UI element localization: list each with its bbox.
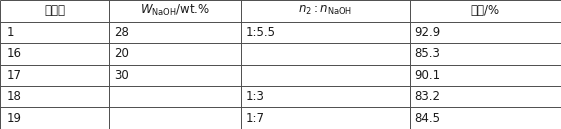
Text: 28: 28 [114,26,129,39]
Text: $W_{\mathregular{NaOH}}$/wt.%: $W_{\mathregular{NaOH}}$/wt.% [140,3,210,18]
Text: 85.3: 85.3 [414,47,440,60]
Text: 1:3: 1:3 [246,90,265,103]
Text: 1: 1 [7,26,14,39]
Text: 收率/%: 收率/% [471,4,500,17]
Text: 1:7: 1:7 [246,112,265,125]
Text: 90.1: 90.1 [414,69,440,82]
Text: 20: 20 [114,47,129,60]
Text: 84.5: 84.5 [414,112,440,125]
Text: 17: 17 [7,69,22,82]
Text: 30: 30 [114,69,128,82]
Text: 92.9: 92.9 [414,26,440,39]
Text: 实施例: 实施例 [44,4,65,17]
Text: 1:5.5: 1:5.5 [246,26,275,39]
Text: 18: 18 [7,90,22,103]
Text: 83.2: 83.2 [414,90,440,103]
Text: 19: 19 [7,112,22,125]
Text: $n_{2}$$:n_{\mathregular{NaOH}}$: $n_{2}$$:n_{\mathregular{NaOH}}$ [298,4,352,17]
Text: 16: 16 [7,47,22,60]
